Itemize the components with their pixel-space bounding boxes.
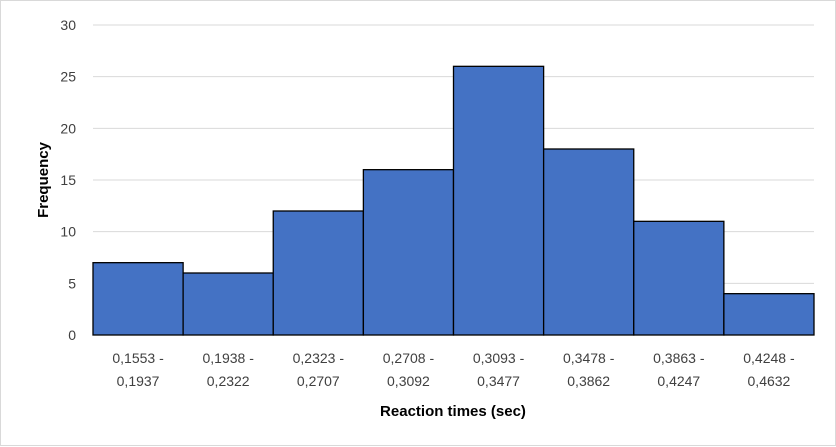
x-tick-label: 0,3477: [477, 373, 520, 389]
histogram-bar: [633, 220, 725, 336]
x-tick-label: 0,3478 -: [563, 350, 615, 366]
x-tick-label: 0,1553 -: [112, 350, 164, 366]
x-tick-label: 0,2708 -: [383, 350, 435, 366]
y-tick-label: 0: [68, 327, 76, 343]
histogram-bar: [92, 262, 184, 336]
x-tick-label: 0,3092: [387, 373, 430, 389]
y-tick-label: 5: [68, 275, 76, 291]
histogram-bar: [452, 65, 545, 336]
x-tick-label: 0,2323 -: [293, 350, 345, 366]
histogram-bar: [723, 293, 815, 336]
y-tick-label: 15: [60, 172, 76, 188]
x-axis-title: Reaction times (sec): [380, 403, 526, 420]
x-tick-label: 0,4248 -: [743, 350, 795, 366]
x-tick-label: 0,1937: [117, 373, 160, 389]
x-tick-label: 0,2707: [297, 373, 340, 389]
bars: [92, 65, 815, 336]
y-tick-label: 10: [60, 224, 76, 240]
histogram-bar: [542, 148, 635, 336]
histogram-bar: [182, 272, 274, 336]
x-tick-label: 0,3863 -: [653, 350, 705, 366]
x-tick-label: 0,3862: [567, 373, 610, 389]
histogram-bar: [272, 210, 365, 336]
x-tick-labels: 0,1553 - 0,1937 0,1938 - 0,2322 0,2323 - 0,27…: [112, 350, 795, 389]
y-tick-label: 25: [60, 69, 76, 85]
x-tick-label: 0,2322: [207, 373, 250, 389]
x-tick-label: 0,1938 -: [203, 350, 255, 366]
x-tick-label: 0,3093 -: [473, 350, 525, 366]
y-tick-label: 30: [60, 17, 76, 33]
x-tick-label: 0,4247: [657, 373, 700, 389]
y-tick-labels: 0 5 10 15 20 25 30: [60, 17, 76, 343]
histogram-bar: [362, 169, 455, 336]
x-tick-label: 0,4632: [748, 373, 791, 389]
y-tick-label: 20: [60, 120, 76, 136]
y-axis-title: Frequency: [35, 141, 52, 218]
